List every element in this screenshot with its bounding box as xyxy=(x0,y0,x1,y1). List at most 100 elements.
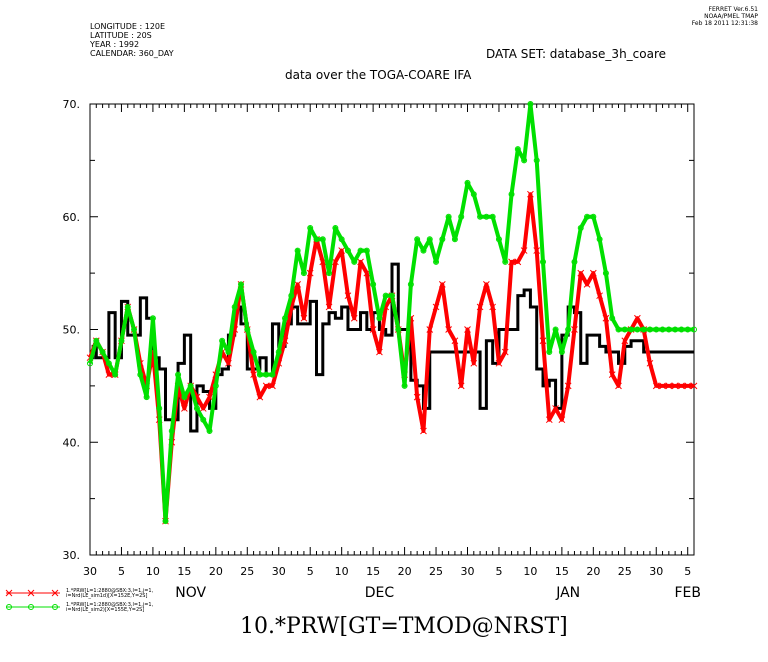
data-point-circle xyxy=(118,337,125,344)
bottom-title: 10.*PRW[GT=TMOD@NRST] xyxy=(240,614,568,639)
data-point-circle xyxy=(527,101,534,107)
data-point-cross xyxy=(501,348,509,356)
series-line xyxy=(88,192,694,524)
data-point-cross xyxy=(589,269,597,277)
data-point-circle xyxy=(640,326,647,333)
data-point-circle xyxy=(445,213,452,220)
data-point-cross xyxy=(671,382,679,390)
x-tick-label: 10 xyxy=(335,565,349,578)
data-point-cross xyxy=(552,405,559,412)
data-point-circle xyxy=(87,360,93,367)
data-point-circle xyxy=(200,416,207,423)
series-line xyxy=(88,102,694,524)
data-point-cross xyxy=(602,314,610,322)
data-point-circle xyxy=(263,371,270,378)
x-tick-label: 5 xyxy=(684,565,691,578)
data-point-cross xyxy=(225,359,232,367)
y-tick-label: 30. xyxy=(63,549,81,562)
data-point-cross xyxy=(332,258,339,266)
data-point-cross xyxy=(690,382,698,390)
data-point-circle xyxy=(332,225,339,232)
data-point-cross xyxy=(181,405,188,412)
data-point-circle xyxy=(143,394,150,401)
month-label: FEB xyxy=(674,585,701,601)
legend-swatches xyxy=(5,589,60,610)
data-point-circle xyxy=(338,236,345,243)
data-point-circle xyxy=(219,337,226,344)
data-point-circle xyxy=(584,213,591,220)
series-layer xyxy=(86,101,698,525)
data-point-circle xyxy=(577,225,584,232)
data-point-cross xyxy=(577,269,585,277)
data-point-circle xyxy=(357,247,364,254)
data-point-circle xyxy=(294,247,301,254)
data-point-circle xyxy=(256,371,263,378)
data-point-circle xyxy=(691,326,697,333)
data-point-circle xyxy=(319,236,326,243)
data-point-circle xyxy=(615,326,622,333)
data-point-circle xyxy=(596,236,603,243)
series-green xyxy=(87,101,697,525)
data-point-circle xyxy=(275,349,282,356)
data-point-cross xyxy=(539,337,547,345)
data-point-cross xyxy=(294,281,301,288)
data-point-circle xyxy=(495,236,502,243)
x-tick-label: 20 xyxy=(398,565,412,578)
data-point-circle xyxy=(238,281,244,288)
data-point-cross xyxy=(476,303,484,311)
data-point-cross xyxy=(470,359,478,367)
data-point-cross xyxy=(269,382,276,390)
x-tick-label: 5 xyxy=(307,565,314,578)
data-point-circle xyxy=(244,326,251,333)
data-point-cross xyxy=(583,281,591,288)
data-point-cross xyxy=(508,258,515,266)
series-red xyxy=(86,190,698,525)
legend-entry-red: 1.*PRW[L=1:2880@SBX:3,l=1,j=1, i=Nrd(LE_… xyxy=(66,589,153,599)
data-point-circle xyxy=(363,247,370,254)
data-point-circle xyxy=(634,326,641,333)
data-point-circle xyxy=(659,326,666,333)
data-point-cross xyxy=(514,258,522,266)
data-point-circle xyxy=(156,405,163,412)
data-point-circle xyxy=(665,326,672,333)
legend-circle-markers xyxy=(6,604,58,610)
data-point-circle xyxy=(124,303,131,310)
series-step-line xyxy=(90,262,694,433)
data-point-circle xyxy=(571,258,578,265)
data-point-circle xyxy=(458,213,465,220)
legend-entry-green: 1.*PRW[L=1:2880@SBX:3,l=1,j=1, i=Nrd(LE_… xyxy=(66,603,153,613)
x-tick-label: 15 xyxy=(366,565,380,578)
data-point-cross xyxy=(350,314,358,322)
data-point-cross xyxy=(533,247,541,254)
data-point-cross xyxy=(357,258,364,266)
data-point-circle xyxy=(162,518,169,525)
data-point-cross xyxy=(420,427,427,435)
y-tick-label: 50. xyxy=(63,324,81,337)
data-point-cross xyxy=(338,247,346,254)
stamp-org: NOAA/PMEL TMAP xyxy=(704,13,758,20)
data-point-circle xyxy=(250,349,257,356)
data-point-circle xyxy=(653,326,660,333)
data-point-cross xyxy=(634,314,641,322)
data-point-circle xyxy=(558,349,565,356)
legend-green-line1: 1.*PRW[L=1:2880@SBX:3,l=1,j=1, xyxy=(66,602,154,608)
x-tick-label: 20 xyxy=(586,565,600,578)
x-tick-label: 20 xyxy=(209,565,223,578)
stamp-date: Feb 18 2011 12:31:38 xyxy=(691,20,758,27)
data-point-cross xyxy=(615,382,622,390)
data-point-cross xyxy=(300,314,308,322)
data-point-circle xyxy=(326,270,333,277)
data-point-circle xyxy=(533,157,540,164)
ferret-stamp: FERRET Ver.6.51 NOAA/PMEL TMAP Feb 18 20… xyxy=(692,6,758,27)
data-point-circle xyxy=(521,157,528,164)
data-point-circle xyxy=(313,236,320,243)
year-label: YEAR : 1992 xyxy=(90,40,140,49)
data-point-cross xyxy=(596,292,603,300)
data-point-circle xyxy=(590,213,597,220)
data-point-cross xyxy=(545,416,553,424)
data-point-circle xyxy=(351,258,358,265)
data-point-circle xyxy=(451,236,458,243)
data-point-circle xyxy=(477,213,484,220)
data-point-circle xyxy=(193,405,200,412)
